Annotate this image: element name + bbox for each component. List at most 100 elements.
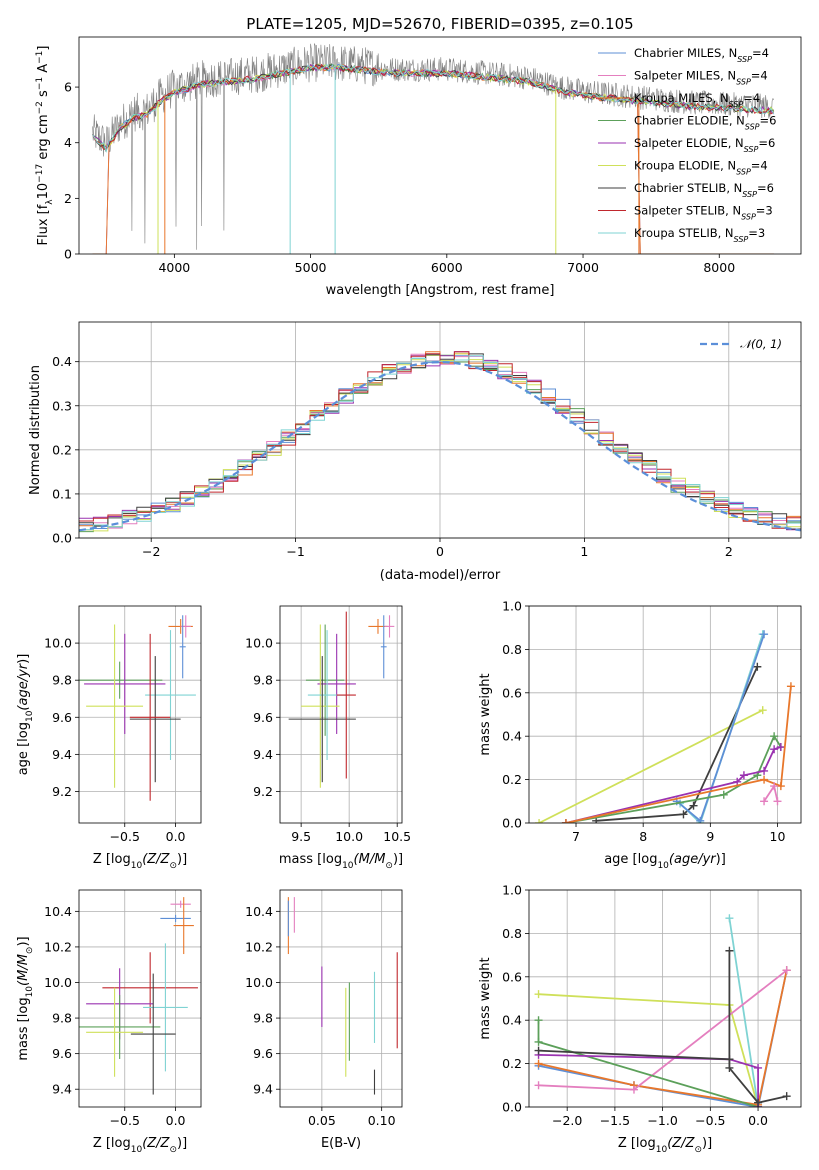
weight-marker-chabrier_stelib <box>782 1092 791 1101</box>
y-tick-label: 9.2 <box>253 784 273 799</box>
weight-marker-salpeter_elodie <box>739 771 748 780</box>
weight-marker-salpeter_miles <box>782 966 791 975</box>
y-tick-label: 1.0 <box>502 599 522 614</box>
legend-entry: Salpeter STELIB, NSSP=3 <box>634 204 773 222</box>
y-axis-label: age [log10(age/yr)] <box>16 654 35 776</box>
y-tick-label: 10.2 <box>44 939 72 954</box>
x-tick-label: 1 <box>580 544 588 559</box>
plot-area <box>92 42 775 254</box>
x-tick-label: −0.5 <box>695 1113 725 1128</box>
y-tick-label: 0.4 <box>52 354 72 369</box>
x-tick-label: 6000 <box>431 260 463 275</box>
legend-entry: Kroupa ELODIE, NSSP=4 <box>634 159 768 177</box>
panel-age_vs_mass: 9.5 10.0 10.5 9.2 9.4 9.6 9.8 10.0 mass [log10(M… <box>245 605 411 871</box>
panel-age_vs_Z: −0.5 0.0 9.2 9.4 9.6 9.8 10.0 Z [log10(Z/Z⊙)] ag… <box>16 605 202 871</box>
x-axis-label: wavelength [Angstrom, rest frame] <box>326 283 555 298</box>
weight-line-kroupa_miles <box>538 970 788 1106</box>
y-tick-label: 0.2 <box>502 772 522 787</box>
weight-marker-chabrier_elodie <box>534 1037 543 1046</box>
x-tick-label: 0.0 <box>748 1113 768 1128</box>
x-axis-label: Z [log10(Z/Z⊙)] <box>93 1136 187 1155</box>
figure-title: PLATE=1205, MJD=52670, FIBERID=0395, z=0… <box>246 15 633 33</box>
panel-mass_vs_Z: −0.5 0.0 9.4 9.6 9.8 10.0 10.2 10.4 Z [log10(Z/Z… <box>16 889 202 1155</box>
y-tick-label: 0.2 <box>52 442 72 457</box>
weight-line-chabrier_stelib <box>538 950 787 1104</box>
y-tick-label: 0.4 <box>502 729 522 744</box>
panel-massweight_vs_Z: −2.0 −1.5 −1.0 −0.5 0.0 0.0 0.2 0.4 0.6 0.8 1.0 Z [… <box>478 883 802 1155</box>
y-tick-label: 9.4 <box>253 747 273 762</box>
legend-entry: 𝒩(0, 1) <box>740 337 782 351</box>
x-tick-label: 0.0 <box>166 1113 186 1128</box>
x-tick-label: 10.5 <box>383 829 411 844</box>
weight-marker-salpeter_elodie <box>770 745 779 754</box>
x-tick-label: 8000 <box>703 260 735 275</box>
y-tick-label: 1.0 <box>502 883 522 898</box>
x-tick-label: −1.0 <box>647 1113 677 1128</box>
x-tick-label: 0.0 <box>166 829 186 844</box>
weight-marker-chabrier_stelib <box>689 801 698 810</box>
weight-marker-chabrier_stelib <box>725 1063 734 1072</box>
y-axis-label: Normed distribution <box>28 365 43 495</box>
weight-marker-chabrier_elodie <box>770 732 779 741</box>
y-tick-label: 9.8 <box>52 1011 72 1026</box>
y-tick-label: 0.8 <box>502 642 522 657</box>
weight-marker-salpeter_elodie <box>760 766 769 775</box>
weight-line-kroupa_miles <box>565 686 792 823</box>
weight-marker-kroupa_elodie <box>535 819 544 823</box>
weight-line-salpeter_miles <box>763 783 779 802</box>
weight-marker-kroupa_miles <box>776 782 785 791</box>
weight-line-kroupa_elodie <box>538 993 759 1107</box>
x-axis-label: Z [log10(Z/Z⊙)] <box>618 1136 712 1155</box>
weight-marker-kroupa_stelib <box>725 914 734 923</box>
y-tick-label: 9.4 <box>52 747 72 762</box>
model-spectrum-chabrier_stelib <box>92 63 774 151</box>
weight-marker-kroupa_miles <box>561 819 570 823</box>
x-tick-label: −2.0 <box>552 1113 582 1128</box>
x-tick-label: 0 <box>436 544 444 559</box>
weight-marker-salpeter_miles <box>773 797 782 806</box>
weight-line-salpeter_elodie <box>565 746 782 823</box>
x-tick-label: 5000 <box>295 260 327 275</box>
legend-entry: Salpeter ELODIE, NSSP=6 <box>634 136 775 154</box>
weight-line-salpeter_elodie <box>538 1054 759 1107</box>
weight-marker-chabrier_stelib <box>725 946 734 955</box>
plot-area <box>79 897 198 1095</box>
x-tick-label: 10 <box>770 829 786 844</box>
legend-entry: Chabrier MILES, NSSP=4 <box>634 46 769 64</box>
legend-entry: Kroupa MILES, NSSP=4 <box>634 91 760 109</box>
y-tick-label: 0.4 <box>502 1013 522 1028</box>
x-tick-label: 8 <box>639 829 647 844</box>
axes-frame <box>78 889 202 1108</box>
weight-marker-chabrier_stelib <box>754 1098 763 1107</box>
x-axis-label: Z [log10(Z/Z⊙)] <box>93 852 187 871</box>
y-tick-label: 10.2 <box>245 939 273 954</box>
weight-marker-chabrier_stelib <box>534 1046 543 1055</box>
y-tick-label: 0.6 <box>502 969 522 984</box>
axes-frame <box>528 889 802 1108</box>
axes-frame <box>279 605 403 824</box>
weight-marker-chabrier_elodie <box>719 790 728 799</box>
y-tick-label: 0.1 <box>52 486 72 501</box>
weight-marker-kroupa_miles <box>760 775 769 784</box>
axes-frame <box>78 605 202 824</box>
y-tick-label: 10.0 <box>245 636 273 651</box>
weight-marker-chabrier_elodie <box>534 1016 543 1025</box>
y-tick-label: 9.6 <box>52 1046 72 1061</box>
y-tick-label: 10.4 <box>245 904 273 919</box>
y-tick-label: 0.3 <box>52 398 72 413</box>
weight-marker-salpeter_elodie <box>733 777 742 786</box>
y-axis-label: mass weight <box>478 957 493 1039</box>
y-tick-label: 9.6 <box>253 710 273 725</box>
weight-marker-salpeter_elodie <box>776 743 785 752</box>
x-tick-label: −0.5 <box>110 1113 140 1128</box>
y-tick-label: 9.6 <box>52 710 72 725</box>
y-tick-label: 6 <box>64 80 72 95</box>
y-tick-label: 0.0 <box>52 531 72 546</box>
x-tick-label: −0.5 <box>110 829 140 844</box>
x-tick-label: 4000 <box>158 260 190 275</box>
plot-area <box>79 615 196 801</box>
plot-area <box>79 351 801 533</box>
y-tick-label: 4 <box>64 135 72 150</box>
legend-entry: Chabrier STELIB, NSSP=6 <box>634 181 774 199</box>
